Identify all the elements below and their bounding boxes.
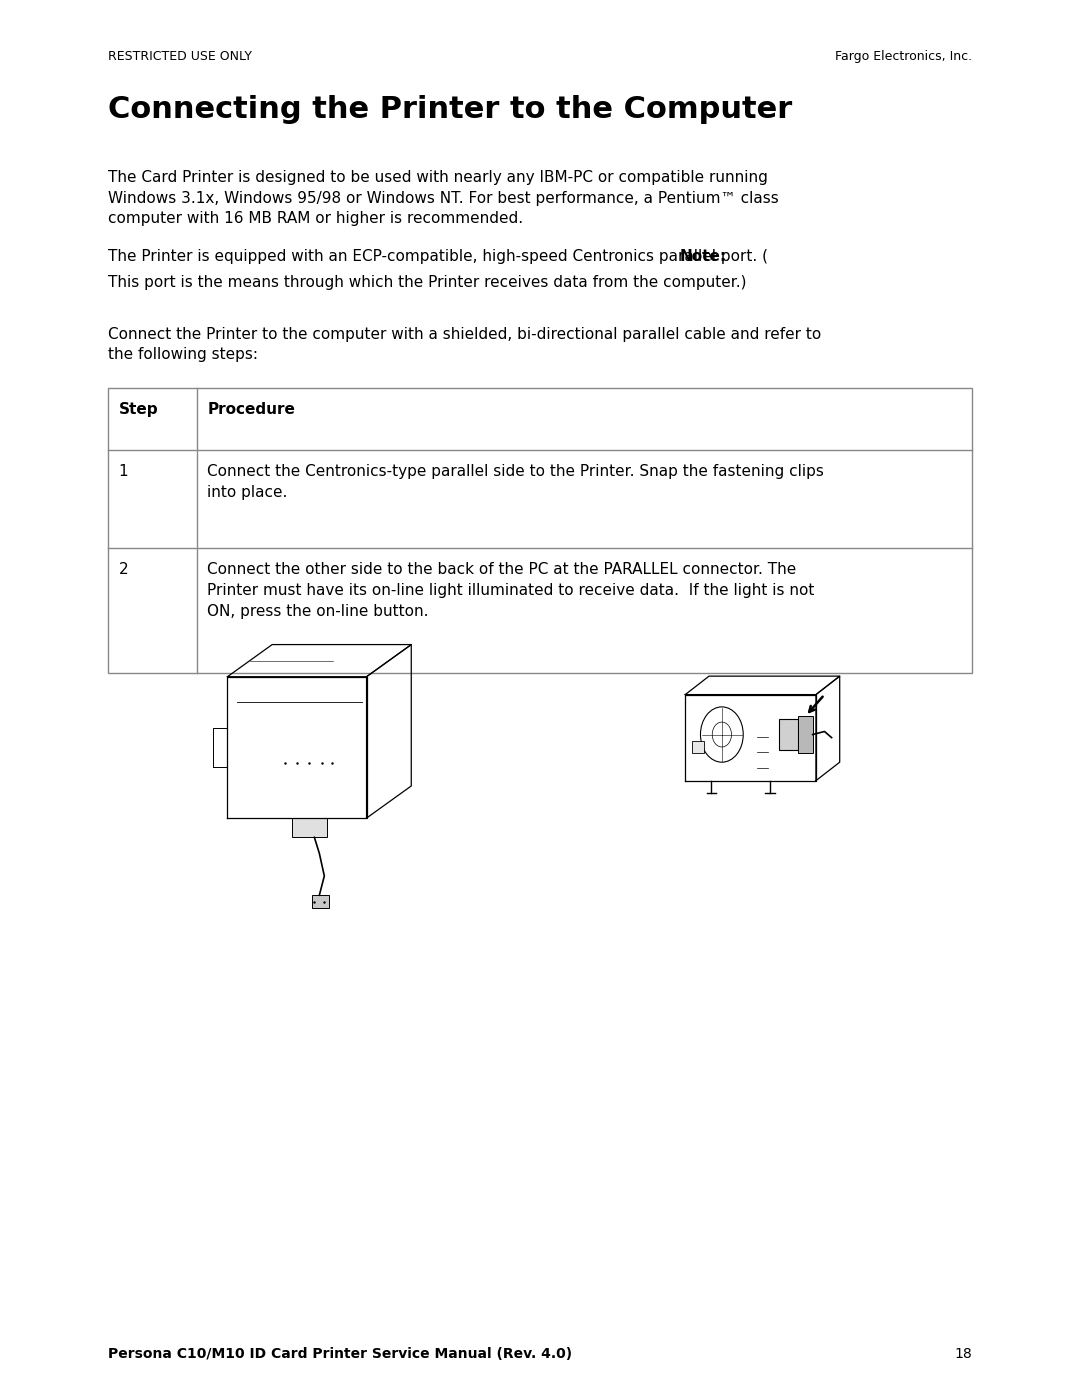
Text: Persona C10/M10 ID Card Printer Service Manual (Rev. 4.0): Persona C10/M10 ID Card Printer Service …	[108, 1347, 572, 1361]
Text: Step: Step	[119, 402, 159, 418]
Text: 2: 2	[119, 562, 129, 577]
Bar	[312, 895, 329, 908]
Text: The Card Printer is designed to be used with nearly any IBM-PC or compatible run: The Card Printer is designed to be used …	[108, 170, 779, 226]
Text: RESTRICTED USE ONLY: RESTRICTED USE ONLY	[108, 50, 252, 63]
Text: Connecting the Printer to the Computer: Connecting the Printer to the Computer	[108, 95, 793, 124]
Bar	[780, 719, 798, 750]
Bar	[292, 819, 327, 837]
Text: Fargo Electronics, Inc.: Fargo Electronics, Inc.	[835, 50, 972, 63]
Text: 18: 18	[955, 1347, 972, 1361]
Text: Note:: Note:	[679, 249, 727, 264]
Text: Connect the Printer to the computer with a shielded, bi-directional parallel cab: Connect the Printer to the computer with…	[108, 327, 821, 362]
Bar	[798, 717, 812, 753]
Bar	[692, 740, 704, 753]
Text: This port is the means through which the Printer receives data from the computer: This port is the means through which the…	[108, 275, 746, 291]
Text: The Printer is equipped with an ECP-compatible, high-speed Centronics parallel p: The Printer is equipped with an ECP-comp…	[108, 249, 768, 264]
Text: Connect the Centronics-type parallel side to the Printer. Snap the fastening cli: Connect the Centronics-type parallel sid…	[207, 464, 824, 500]
Text: Connect the other side to the back of the PC at the PARALLEL connector. The
Prin: Connect the other side to the back of th…	[207, 562, 814, 619]
Text: Procedure: Procedure	[207, 402, 295, 418]
Bar	[108, 388, 972, 673]
Text: 1: 1	[119, 464, 129, 479]
